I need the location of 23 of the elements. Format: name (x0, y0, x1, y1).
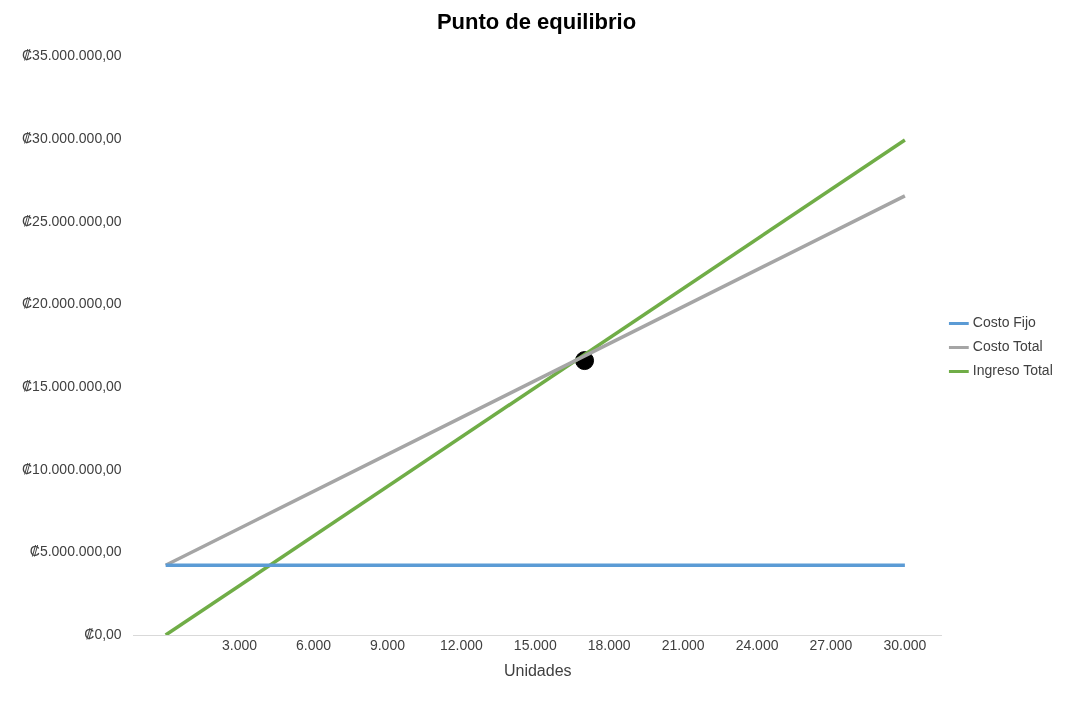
y-tick-label: ₡0,00 (84, 625, 122, 642)
x-tick-label: 9.000 (369, 637, 406, 654)
y-tick-label: ₡35.000.000,00 (22, 47, 122, 64)
y-tick-label: ₡15.000.000,00 (22, 377, 122, 394)
x-tick-label: 6.000 (295, 637, 332, 654)
chart-title: Punto de equilibrio (436, 9, 637, 35)
legend-label: Ingreso Total (972, 362, 1053, 379)
x-tick-label: 30.000 (883, 637, 927, 654)
x-tick-label: 18.000 (587, 637, 631, 654)
x-axis-title: Unidades (503, 661, 572, 679)
x-tick-label: 15.000 (513, 637, 557, 654)
legend-label: Costo Total (972, 338, 1043, 355)
y-tick-label: ₡25.000.000,00 (22, 212, 122, 229)
legend-label: Costo Fijo (972, 314, 1037, 331)
x-tick-label: 24.000 (735, 637, 779, 654)
x-tick-label: 27.000 (809, 637, 853, 654)
y-tick-label: ₡30.000.000,00 (22, 129, 122, 146)
x-tick-label: 21.000 (661, 637, 705, 654)
x-tick-label: 12.000 (439, 637, 483, 654)
y-tick-label: ₡10.000.000,00 (22, 460, 122, 477)
x-tick-label: 3.000 (222, 637, 258, 654)
y-tick-label: ₡20.000.000,00 (22, 295, 122, 312)
y-tick-label: ₡5.000.000,00 (29, 543, 122, 560)
